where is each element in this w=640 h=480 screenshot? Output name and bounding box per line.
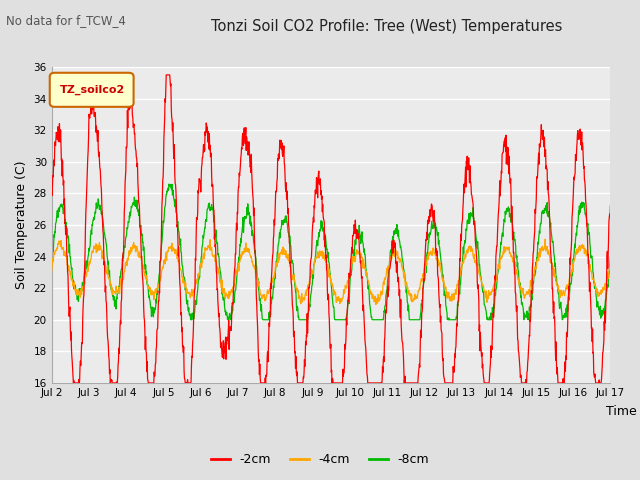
X-axis label: Time: Time [606,405,637,418]
Text: TZ_soilco2: TZ_soilco2 [60,84,125,95]
Legend: -2cm, -4cm, -8cm: -2cm, -4cm, -8cm [206,448,434,471]
Y-axis label: Soil Temperature (C): Soil Temperature (C) [15,161,28,289]
Text: Tonzi Soil CO2 Profile: Tree (West) Temperatures: Tonzi Soil CO2 Profile: Tree (West) Temp… [211,19,563,34]
Text: No data for f_TCW_4: No data for f_TCW_4 [6,14,126,27]
